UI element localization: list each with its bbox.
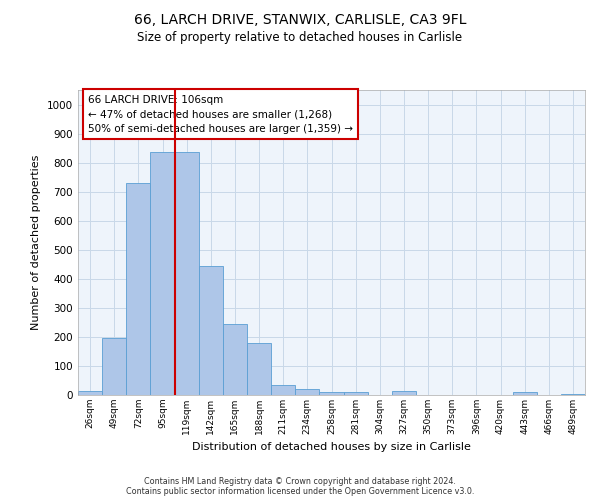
Text: 66, LARCH DRIVE, STANWIX, CARLISLE, CA3 9FL: 66, LARCH DRIVE, STANWIX, CARLISLE, CA3 …: [134, 12, 466, 26]
Bar: [561, 394, 585, 395]
Bar: [512, 392, 537, 395]
Bar: [102, 338, 126, 395]
X-axis label: Distribution of detached houses by size in Carlisle: Distribution of detached houses by size …: [192, 442, 471, 452]
Bar: [344, 392, 368, 395]
Bar: [247, 344, 271, 395]
Bar: [319, 392, 344, 395]
Bar: [392, 391, 416, 395]
Text: 66 LARCH DRIVE: 106sqm
← 47% of detached houses are smaller (1,268)
50% of semi-: 66 LARCH DRIVE: 106sqm ← 47% of detached…: [88, 94, 353, 134]
Y-axis label: Number of detached properties: Number of detached properties: [31, 155, 41, 330]
Bar: [175, 152, 199, 395]
Text: Size of property relative to detached houses in Carlisle: Size of property relative to detached ho…: [137, 31, 463, 44]
Text: Contains HM Land Registry data © Crown copyright and database right 2024.
Contai: Contains HM Land Registry data © Crown c…: [126, 476, 474, 496]
Bar: [78, 390, 102, 395]
Bar: [223, 324, 247, 395]
Bar: [151, 152, 175, 395]
Bar: [199, 266, 223, 395]
Bar: [295, 388, 319, 395]
Bar: [126, 183, 151, 395]
Bar: [271, 386, 295, 395]
